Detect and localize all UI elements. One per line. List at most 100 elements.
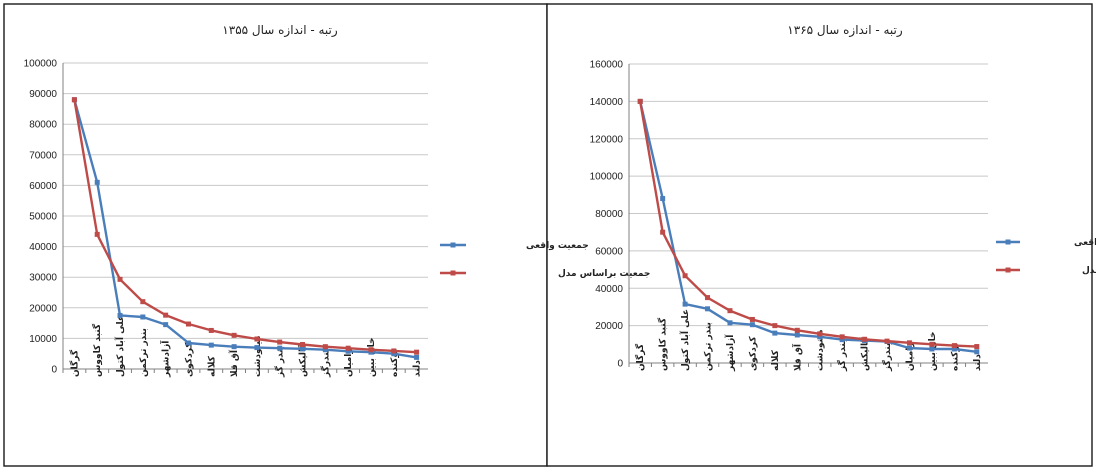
- data-point: [637, 98, 643, 104]
- data-point: [749, 322, 755, 328]
- y-tick-label: 120000: [590, 134, 624, 145]
- data-point: [862, 336, 868, 342]
- data-point: [794, 327, 800, 333]
- data-point: [660, 229, 666, 235]
- data-point: [208, 342, 214, 348]
- series-line: [73, 99, 417, 359]
- data-point: [727, 308, 733, 314]
- y-tick-label: 10000: [29, 334, 57, 345]
- x-tick-label: بندر ترکمن: [704, 322, 714, 371]
- y-tick-label: 80000: [29, 120, 57, 131]
- data-point: [884, 338, 890, 344]
- data-point: [277, 339, 283, 345]
- y-tick-label: 90000: [29, 89, 57, 100]
- data-point: [391, 348, 397, 354]
- data-point: [974, 349, 980, 355]
- series-group: [71, 97, 420, 360]
- grid-lines: [628, 63, 988, 367]
- data-point: [163, 322, 169, 328]
- y-tick-label: 40000: [595, 284, 623, 295]
- data-point: [368, 347, 374, 353]
- x-tick-label: گنبد کاووس: [657, 317, 669, 371]
- x-tick-label: نوکنده: [950, 343, 960, 371]
- chart-panel-left: [3, 3, 548, 467]
- y-tick-label: 60000: [29, 181, 57, 192]
- y-tick-label: 70000: [29, 150, 57, 161]
- y-tick-label: 160000: [590, 60, 624, 71]
- x-tick-label: بندرگز: [319, 349, 331, 378]
- data-point: [749, 316, 755, 322]
- x-tick-label: کردکوی: [748, 336, 758, 371]
- x-tick-label: مینودشت: [253, 335, 263, 377]
- x-tick-label: بندر گز: [274, 346, 286, 378]
- data-point: [414, 349, 420, 355]
- data-point: [94, 179, 100, 185]
- x-tick-label: نوکنده: [390, 349, 400, 377]
- data-point: [185, 321, 191, 327]
- y-tick-label: 80000: [595, 209, 623, 220]
- data-point: [163, 312, 169, 318]
- x-tick-label: بندر ترکمن: [139, 328, 149, 377]
- x-tick-label: بندر گز: [836, 340, 848, 372]
- data-point: [414, 354, 420, 360]
- data-point: [94, 231, 100, 237]
- data-point: [705, 306, 711, 312]
- data-point: [117, 276, 123, 282]
- x-tick-label: گرگان: [68, 349, 80, 377]
- grid-lines: [62, 62, 428, 373]
- data-point: [322, 347, 328, 353]
- y-tick-label: 20000: [595, 321, 623, 332]
- data-point: [140, 299, 146, 305]
- data-point: [345, 348, 351, 354]
- chart-title: رتبه - اندازه سال ۱۳۶۵: [787, 23, 903, 38]
- data-point: [117, 312, 123, 318]
- chart-panel-right: [546, 3, 1093, 467]
- y-tick-label: 60000: [595, 246, 623, 257]
- y-tick-label: 100000: [590, 172, 624, 183]
- x-tick-labels: گرگان گنبد کاووس علی آباد کتول بندر ترکمن آز…: [634, 309, 983, 372]
- data-point: [185, 340, 191, 346]
- y-tick-label: 20000: [29, 303, 57, 314]
- x-tick-label: خان ببین: [367, 337, 377, 377]
- data-point: [906, 340, 912, 346]
- chart-1365: رتبه - اندازه سال ۱۳۶۵ 0 20000 40000 60000 8…: [590, 23, 1096, 372]
- chart-title: رتبه - اندازه سال ۱۳۵۵: [222, 23, 338, 38]
- data-point: [951, 343, 957, 349]
- chart-1355: رتبه - اندازه سال ۱۳۵۵ 0 10000 20000 30000 4…: [24, 23, 651, 378]
- data-point: [322, 344, 328, 350]
- x-tick-label: کلاله: [207, 355, 217, 377]
- data-point: [705, 295, 711, 301]
- data-point: [682, 273, 688, 279]
- data-point: [772, 323, 778, 329]
- data-point: [140, 314, 146, 320]
- series-line: [639, 101, 977, 353]
- data-point: [71, 97, 77, 103]
- legend: جمعیت واقعی جمعیت براساس مدل: [996, 238, 1096, 276]
- data-point: [231, 332, 237, 338]
- legend-label-model: جمعیت براساس مدل: [558, 269, 650, 279]
- data-point: [391, 351, 397, 357]
- x-tick-label: آزادشهر: [160, 340, 172, 378]
- data-point: [345, 345, 351, 351]
- data-point: [772, 330, 778, 336]
- data-point: [974, 344, 980, 350]
- series-line: [73, 99, 417, 354]
- x-tick-label: گرگان: [634, 343, 646, 371]
- x-tick-label: کردکوی: [184, 342, 194, 377]
- x-tick-label: دلند: [973, 354, 983, 371]
- legend-marker-actual: [1005, 239, 1011, 245]
- data-point: [300, 346, 306, 352]
- data-point: [929, 341, 935, 347]
- y-tick-labels: 0 20000 40000 60000 80000 100000 120000 140000 1…: [590, 60, 624, 370]
- y-tick-label: 50000: [29, 212, 57, 223]
- series-line: [639, 101, 977, 348]
- data-point: [660, 196, 666, 202]
- data-point: [929, 346, 935, 352]
- x-tick-label: علی آباد کتول: [114, 315, 126, 377]
- x-tick-label: دلند: [413, 360, 423, 377]
- y-tick-label: 40000: [29, 242, 57, 253]
- data-point: [906, 345, 912, 351]
- x-tick-label: گالیکش: [297, 343, 309, 377]
- x-tick-label: گالیکش: [859, 337, 871, 371]
